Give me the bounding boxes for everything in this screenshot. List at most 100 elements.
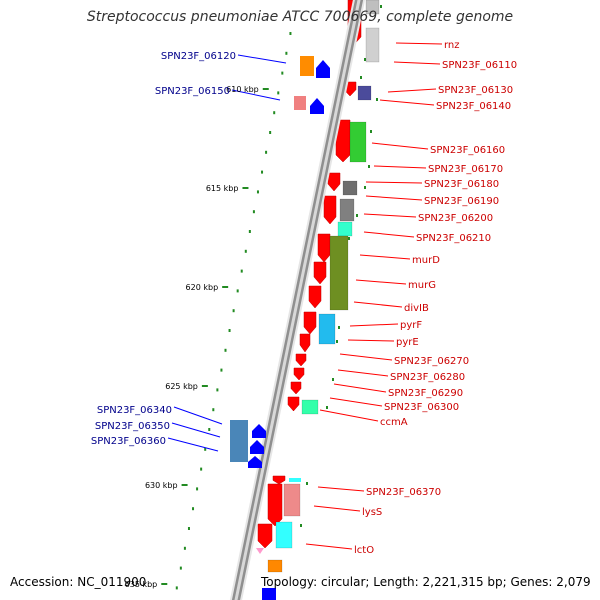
gene-feature xyxy=(256,548,264,554)
leader-line xyxy=(317,486,365,492)
minor-tick xyxy=(332,378,334,381)
minor-tick xyxy=(281,71,284,75)
forward-gene-label: murD xyxy=(412,255,440,266)
leader-line xyxy=(365,181,423,184)
leader-line xyxy=(237,54,287,64)
leader-line xyxy=(371,142,429,150)
minor-tick xyxy=(368,165,370,168)
minor-tick xyxy=(269,131,272,134)
gene-feature xyxy=(365,0,380,15)
minor-tick xyxy=(273,111,276,115)
kbp-label: 615 kbp xyxy=(206,184,239,193)
minor-tick xyxy=(228,329,231,332)
minor-tick xyxy=(364,186,366,189)
accession-text: Accession: NC_011900 xyxy=(10,575,147,589)
forward-gene-label: ccmA xyxy=(380,417,408,428)
forward-gene-arrow xyxy=(335,119,351,163)
reverse-gene-label: SPN23F_06350 xyxy=(95,421,170,432)
leader-line xyxy=(333,383,387,393)
minor-tick xyxy=(192,507,195,511)
leader-line xyxy=(337,369,389,377)
minor-tick xyxy=(204,447,207,451)
minor-tick xyxy=(220,368,223,372)
forward-gene-label: SPN23F_06280 xyxy=(390,372,465,383)
reverse-gene-arrow xyxy=(248,456,262,468)
reverse-gene-feature xyxy=(294,96,306,110)
minor-tick xyxy=(240,269,243,273)
kbp-tick-marks xyxy=(161,88,269,585)
minor-tick xyxy=(183,546,186,550)
leader-line xyxy=(231,89,281,101)
minor-tick xyxy=(285,51,288,55)
forward-gene-label: SPN23F_06160 xyxy=(430,145,505,156)
forward-gene-arrow xyxy=(257,523,273,549)
forward-gene-arrow xyxy=(327,172,341,192)
leader-line xyxy=(395,42,443,45)
leader-line xyxy=(379,99,435,106)
minor-tick xyxy=(261,170,264,174)
forward-gene-label: SPN23F_06140 xyxy=(436,101,511,112)
forward-gene-label: lysS xyxy=(362,507,382,518)
minor-tick xyxy=(208,428,211,431)
forward-gene-arrow xyxy=(308,285,322,309)
minor-tick xyxy=(300,524,302,527)
gene-feature xyxy=(349,121,367,163)
reverse-gene-arrow xyxy=(310,98,324,114)
gene-feature xyxy=(339,198,355,222)
forward-gene-arrow xyxy=(272,475,286,485)
gene-features xyxy=(256,0,380,573)
forward-gene-arrow xyxy=(313,261,327,285)
forward-gene-label: divIB xyxy=(404,303,429,314)
forward-gene-arrow xyxy=(299,333,311,353)
minor-tick xyxy=(364,58,366,61)
gene-feature xyxy=(357,85,372,101)
leader-line xyxy=(373,165,427,169)
forward-gene-label: pyrE xyxy=(396,337,419,348)
forward-gene-label: pyrF xyxy=(400,320,422,331)
reverse-gene-feature xyxy=(300,56,314,76)
kbp-label: 630 kbp xyxy=(145,481,178,490)
gene-feature xyxy=(289,478,301,482)
minor-tick xyxy=(376,98,378,101)
kbp-label: 610 kbp xyxy=(226,85,259,94)
forward-gene-arrow xyxy=(290,381,302,395)
leader-line xyxy=(339,353,393,361)
forward-gene-label: SPN23F_06180 xyxy=(424,179,499,190)
minor-tick xyxy=(360,76,362,79)
forward-gene-label: SPN23F_06270 xyxy=(394,356,469,367)
minor-tick xyxy=(256,190,259,194)
gene-feature xyxy=(342,180,358,196)
gene-feature xyxy=(267,559,283,573)
reverse-strand-genes xyxy=(230,56,330,600)
leader-line xyxy=(363,213,417,218)
minor-tick xyxy=(289,32,292,35)
forward-gene-label: lctO xyxy=(354,545,374,556)
forward-gene-arrow xyxy=(267,483,283,527)
reverse-gene-label: SPN23F_06340 xyxy=(97,405,172,416)
forward-gene-label: SPN23F_06170 xyxy=(428,164,503,175)
kbp-label: 635 kbp xyxy=(125,580,158,589)
leader-line xyxy=(173,406,223,425)
forward-gene-label: SPN23F_06110 xyxy=(442,60,517,71)
minor-tick xyxy=(175,586,178,590)
forward-gene-label: SPN23F_06300 xyxy=(384,402,459,413)
forward-gene-label: SPN23F_06290 xyxy=(388,388,463,399)
kbp-label: 625 kbp xyxy=(165,382,198,391)
forward-gene-arrow xyxy=(295,353,307,367)
reverse-gene-label: SPN23F_06360 xyxy=(91,436,166,447)
leader-line xyxy=(365,195,423,201)
minor-tick xyxy=(179,566,182,570)
leader-line xyxy=(353,301,403,308)
minor-tick xyxy=(306,482,308,485)
minor-tick xyxy=(326,406,328,409)
reverse-gene-arrow xyxy=(250,440,264,454)
minor-tick xyxy=(232,309,235,313)
leader-line xyxy=(355,279,407,285)
backbone-inner xyxy=(234,0,361,600)
minor-tick xyxy=(224,348,227,352)
gene-feature xyxy=(365,27,380,63)
gene-feature xyxy=(301,399,319,415)
forward-gene-arrow xyxy=(287,396,300,412)
gene-feature xyxy=(283,483,301,517)
